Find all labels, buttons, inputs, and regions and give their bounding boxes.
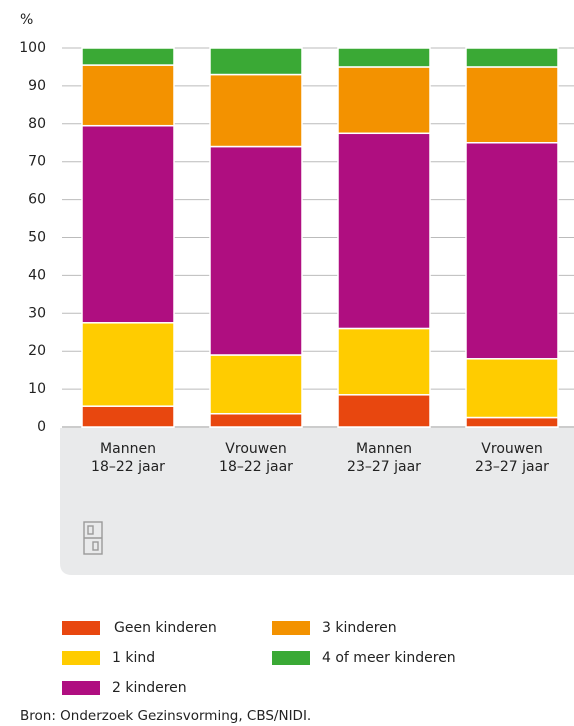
- y-tick-label: 0: [37, 419, 46, 435]
- category-band: [60, 428, 574, 575]
- bar-segment: [465, 47, 559, 68]
- bar-segment: [209, 145, 303, 356]
- x-tick-label: 18–22 jaar: [91, 459, 165, 475]
- legend-label: 4 of meer kinderen: [322, 650, 456, 666]
- bar-segment: [337, 394, 431, 428]
- legend-swatch: [272, 651, 310, 665]
- bar-segment: [81, 64, 175, 127]
- legend-swatch: [272, 621, 310, 635]
- y-tick-label: 10: [28, 381, 46, 397]
- y-tick-label: 70: [28, 154, 46, 170]
- bar-segment: [209, 47, 303, 76]
- y-tick-label: 90: [28, 78, 46, 94]
- cbs-logo: [83, 521, 103, 555]
- bar-segment: [465, 416, 559, 428]
- bar-segment: [81, 124, 175, 324]
- bar-segment: [81, 47, 175, 66]
- y-axis-label: %: [20, 12, 33, 28]
- y-tick-label: 60: [28, 192, 46, 208]
- bar-segment: [337, 66, 431, 135]
- x-tick-label: Vrouwen: [225, 441, 286, 457]
- bar-segment: [337, 132, 431, 330]
- bar-segment: [209, 73, 303, 148]
- bar-segment: [337, 47, 431, 68]
- y-tick-label: 40: [28, 267, 46, 283]
- legend-label: Geen kinderen: [114, 620, 217, 636]
- y-tick-label: 30: [28, 305, 46, 321]
- x-tick-label: Vrouwen: [481, 441, 542, 457]
- bar-segment: [209, 354, 303, 415]
- source: Bron: Onderzoek Gezinsvorming, CBS/NIDI.: [20, 708, 311, 724]
- y-tick-label: 20: [28, 343, 46, 359]
- bar-segment: [465, 142, 559, 360]
- legend-label: 2 kinderen: [112, 680, 187, 696]
- bar-segment: [465, 66, 559, 144]
- legend-swatch: [62, 651, 100, 665]
- y-tick-label: 50: [28, 230, 46, 246]
- bar-segment: [337, 327, 431, 396]
- x-tick-label: 18–22 jaar: [219, 459, 293, 475]
- x-tick-label: Mannen: [100, 441, 156, 457]
- x-tick-label: 23–27 jaar: [475, 459, 549, 475]
- y-tick-label: 80: [28, 116, 46, 132]
- legend-swatch: [62, 621, 100, 635]
- y-tick-label: 100: [19, 40, 46, 56]
- bar-segment: [209, 412, 303, 428]
- legend-label: 3 kinderen: [322, 620, 397, 636]
- legend-label: 1 kind: [112, 650, 155, 666]
- bar-segment: [465, 358, 559, 419]
- x-tick-label: Mannen: [356, 441, 412, 457]
- legend-swatch: [62, 681, 100, 695]
- bar-segment: [81, 322, 175, 407]
- x-tick-label: 23–27 jaar: [347, 459, 421, 475]
- bar-segment: [81, 405, 175, 428]
